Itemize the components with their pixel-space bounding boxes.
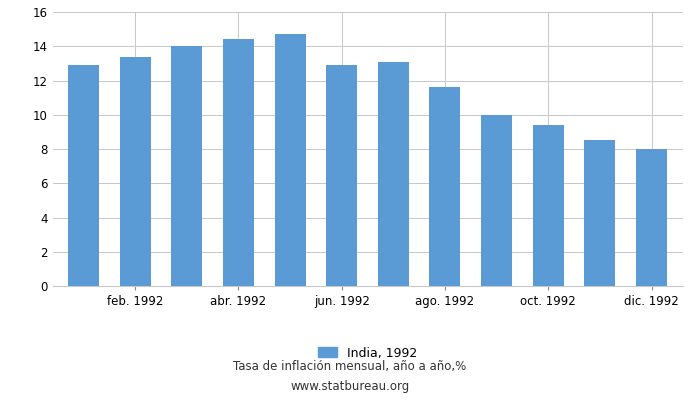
- Text: www.statbureau.org: www.statbureau.org: [290, 380, 410, 393]
- Bar: [274, 34, 305, 286]
- Bar: [172, 46, 202, 286]
- Bar: [326, 65, 357, 286]
- Text: Tasa de inflación mensual, año a año,%: Tasa de inflación mensual, año a año,%: [233, 360, 467, 373]
- Legend: India, 1992: India, 1992: [313, 342, 422, 364]
- Bar: [481, 115, 512, 286]
- Bar: [584, 140, 615, 286]
- Bar: [636, 149, 667, 286]
- Bar: [68, 65, 99, 286]
- Bar: [223, 40, 254, 286]
- Bar: [533, 125, 564, 286]
- Bar: [378, 62, 409, 286]
- Bar: [120, 56, 150, 286]
- Bar: [430, 87, 461, 286]
